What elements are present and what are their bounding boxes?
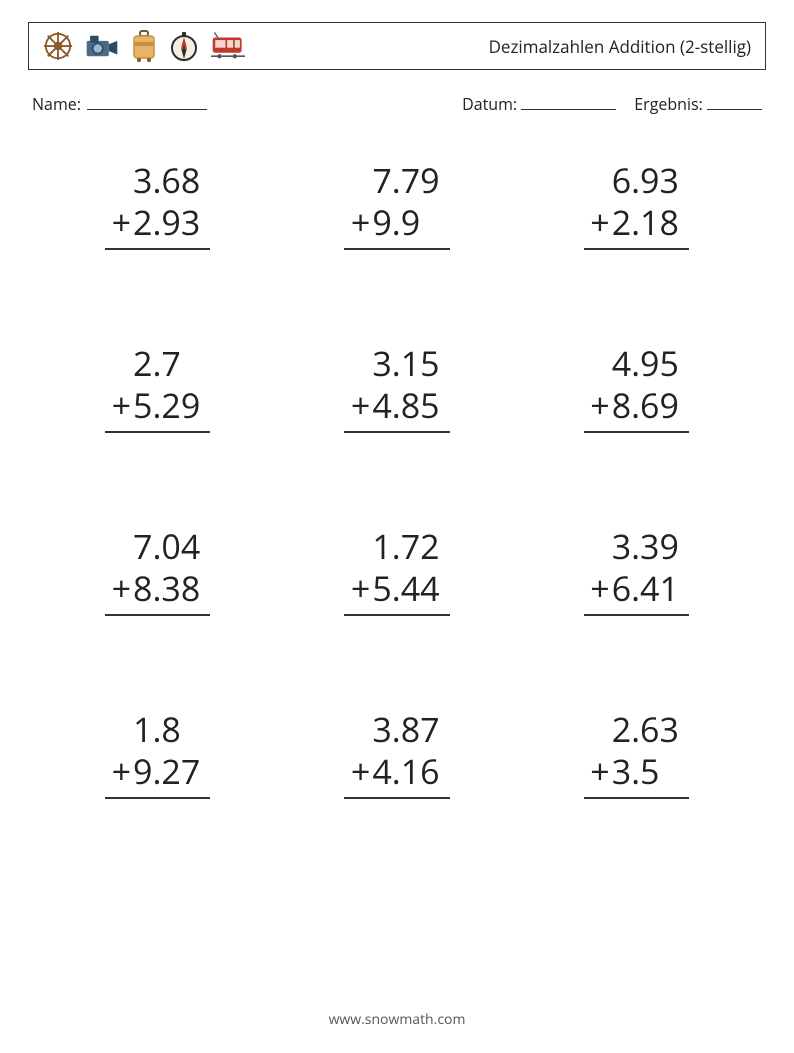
date-label: Datum: xyxy=(462,93,517,115)
addend-bottom: +3.5 xyxy=(584,750,689,799)
problem: 7.79+9.9 xyxy=(297,159,496,250)
operator-plus: + xyxy=(112,565,131,611)
addend-bottom-value: 3.5 xyxy=(612,748,679,794)
problem: 6.93+2.18 xyxy=(537,159,736,250)
meta-date: Datum: xyxy=(462,92,616,115)
problem: 2.7 +5.29 xyxy=(58,342,257,433)
footer-url: www.snowmath.com xyxy=(0,1010,794,1029)
date-blank[interactable] xyxy=(521,92,616,110)
operator-plus: + xyxy=(351,565,370,611)
addend-top: 7.04 xyxy=(105,525,210,568)
problem: 3.87+4.16 xyxy=(297,708,496,799)
operator-plus: + xyxy=(590,748,609,794)
problem: 2.63+3.5 xyxy=(537,708,736,799)
addend-top: 2.7 xyxy=(105,342,210,385)
addend-bottom: +5.44 xyxy=(344,567,449,616)
operator-plus: + xyxy=(590,382,609,428)
addend-bottom-value: 6.41 xyxy=(612,565,679,611)
addend-top: 1.8 xyxy=(105,708,210,751)
problem: 3.39+6.41 xyxy=(537,525,736,616)
operator-plus: + xyxy=(112,199,131,245)
problem-stack: 3.68+2.93 xyxy=(105,159,210,250)
header-box: Dezimalzahlen Addition (2-stellig) xyxy=(28,22,766,70)
problems-grid: 3.68+2.937.79+9.9 6.93+2.182.7 +5.293.15… xyxy=(28,159,766,799)
addend-bottom: +8.69 xyxy=(584,384,689,433)
name-label: Name: xyxy=(32,93,81,115)
name-blank[interactable] xyxy=(87,92,207,110)
addend-bottom: +9.9 xyxy=(344,201,449,250)
addend-top: 2.63 xyxy=(584,708,689,751)
addend-bottom-value: 9.9 xyxy=(372,199,439,245)
addend-bottom-value: 4.85 xyxy=(372,382,439,428)
addend-top: 7.79 xyxy=(344,159,449,202)
addend-bottom: +6.41 xyxy=(584,567,689,616)
addend-bottom: +2.93 xyxy=(105,201,210,250)
problem-stack: 2.63+3.5 xyxy=(584,708,689,799)
header-icons xyxy=(43,30,245,62)
problem-stack: 3.15+4.85 xyxy=(344,342,449,433)
problem: 1.72+5.44 xyxy=(297,525,496,616)
suitcase-icon xyxy=(131,30,157,62)
addend-bottom: +8.38 xyxy=(105,567,210,616)
problem-stack: 4.95+8.69 xyxy=(584,342,689,433)
problem: 7.04+8.38 xyxy=(58,525,257,616)
problem-stack: 7.79+9.9 xyxy=(344,159,449,250)
addend-top: 3.15 xyxy=(344,342,449,385)
addend-top: 3.68 xyxy=(105,159,210,202)
score-blank[interactable] xyxy=(707,92,762,110)
operator-plus: + xyxy=(351,199,370,245)
addend-bottom-value: 4.16 xyxy=(372,748,439,794)
addend-bottom-value: 8.69 xyxy=(612,382,679,428)
problem-stack: 7.04+8.38 xyxy=(105,525,210,616)
compass-icon xyxy=(169,30,199,62)
operator-plus: + xyxy=(351,382,370,428)
meta-name: Name: xyxy=(32,92,207,115)
problem: 4.95+8.69 xyxy=(537,342,736,433)
addend-top: 3.87 xyxy=(344,708,449,751)
problem: 1.8 +9.27 xyxy=(58,708,257,799)
worksheet-page: Dezimalzahlen Addition (2-stellig) Name:… xyxy=(0,0,794,1053)
problem-stack: 3.87+4.16 xyxy=(344,708,449,799)
wheel-icon xyxy=(43,31,73,61)
operator-plus: + xyxy=(112,382,131,428)
problem: 3.68+2.93 xyxy=(58,159,257,250)
operator-plus: + xyxy=(112,748,131,794)
score-label: Ergebnis: xyxy=(634,93,703,115)
addend-bottom-value: 2.18 xyxy=(612,199,679,245)
addend-top: 3.39 xyxy=(584,525,689,568)
operator-plus: + xyxy=(590,199,609,245)
addend-bottom-value: 5.44 xyxy=(372,565,439,611)
problem-stack: 2.7 +5.29 xyxy=(105,342,210,433)
meta-row: Name: Datum: Ergebnis: xyxy=(28,92,766,115)
addend-bottom-value: 5.29 xyxy=(133,382,200,428)
addend-bottom: +4.16 xyxy=(344,750,449,799)
worksheet-title: Dezimalzahlen Addition (2-stellig) xyxy=(489,35,751,58)
meta-score: Ergebnis: xyxy=(634,92,762,115)
problem: 3.15+4.85 xyxy=(297,342,496,433)
addend-top: 1.72 xyxy=(344,525,449,568)
addend-bottom: +9.27 xyxy=(105,750,210,799)
addend-top: 4.95 xyxy=(584,342,689,385)
operator-plus: + xyxy=(590,565,609,611)
operator-plus: + xyxy=(351,748,370,794)
problem-stack: 1.8 +9.27 xyxy=(105,708,210,799)
addend-bottom-value: 8.38 xyxy=(133,565,200,611)
addend-top: 6.93 xyxy=(584,159,689,202)
addend-bottom: +5.29 xyxy=(105,384,210,433)
addend-bottom: +4.85 xyxy=(344,384,449,433)
tram-icon xyxy=(211,31,245,61)
addend-bottom: +2.18 xyxy=(584,201,689,250)
problem-stack: 1.72+5.44 xyxy=(344,525,449,616)
problem-stack: 3.39+6.41 xyxy=(584,525,689,616)
addend-bottom-value: 9.27 xyxy=(133,748,200,794)
addend-bottom-value: 2.93 xyxy=(133,199,200,245)
camera-icon xyxy=(85,31,119,61)
problem-stack: 6.93+2.18 xyxy=(584,159,689,250)
